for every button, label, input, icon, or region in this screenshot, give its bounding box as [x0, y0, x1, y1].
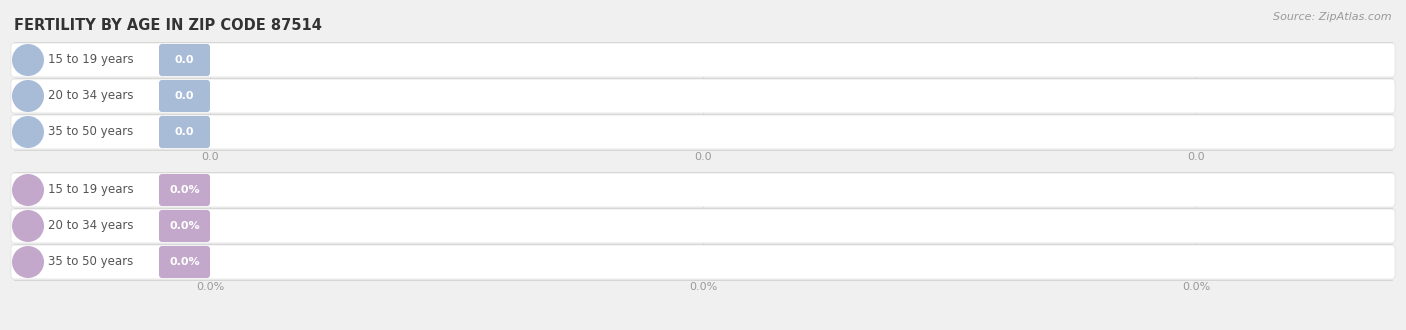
- Circle shape: [13, 210, 44, 242]
- Text: 35 to 50 years: 35 to 50 years: [48, 255, 134, 269]
- FancyBboxPatch shape: [11, 245, 1395, 279]
- Text: 0.0%: 0.0%: [169, 185, 200, 195]
- FancyBboxPatch shape: [11, 43, 1395, 77]
- Text: 0.0: 0.0: [201, 152, 219, 162]
- Circle shape: [13, 246, 44, 278]
- Circle shape: [13, 44, 44, 76]
- Circle shape: [13, 174, 44, 206]
- Text: 0.0: 0.0: [1187, 152, 1205, 162]
- FancyBboxPatch shape: [159, 246, 209, 278]
- Text: 0.0%: 0.0%: [195, 282, 224, 292]
- FancyBboxPatch shape: [11, 173, 1395, 207]
- Text: 15 to 19 years: 15 to 19 years: [48, 53, 134, 67]
- Text: 0.0%: 0.0%: [169, 221, 200, 231]
- Text: 0.0%: 0.0%: [1182, 282, 1211, 292]
- Text: 0.0: 0.0: [174, 127, 194, 137]
- FancyBboxPatch shape: [159, 210, 209, 242]
- Text: Source: ZipAtlas.com: Source: ZipAtlas.com: [1274, 12, 1392, 22]
- Text: 0.0: 0.0: [695, 152, 711, 162]
- FancyBboxPatch shape: [159, 80, 209, 112]
- FancyBboxPatch shape: [159, 174, 209, 206]
- Circle shape: [13, 116, 44, 148]
- Text: 0.0: 0.0: [174, 91, 194, 101]
- Text: 20 to 34 years: 20 to 34 years: [48, 89, 134, 103]
- Text: 0.0%: 0.0%: [689, 282, 717, 292]
- FancyBboxPatch shape: [11, 209, 1395, 243]
- Text: 0.0%: 0.0%: [169, 257, 200, 267]
- FancyBboxPatch shape: [159, 44, 209, 76]
- Text: 20 to 34 years: 20 to 34 years: [48, 219, 134, 233]
- Text: 35 to 50 years: 35 to 50 years: [48, 125, 134, 139]
- Text: FERTILITY BY AGE IN ZIP CODE 87514: FERTILITY BY AGE IN ZIP CODE 87514: [14, 18, 322, 33]
- FancyBboxPatch shape: [11, 79, 1395, 113]
- FancyBboxPatch shape: [159, 116, 209, 148]
- FancyBboxPatch shape: [11, 115, 1395, 149]
- Text: 0.0: 0.0: [174, 55, 194, 65]
- Text: 15 to 19 years: 15 to 19 years: [48, 183, 134, 196]
- Circle shape: [13, 80, 44, 112]
